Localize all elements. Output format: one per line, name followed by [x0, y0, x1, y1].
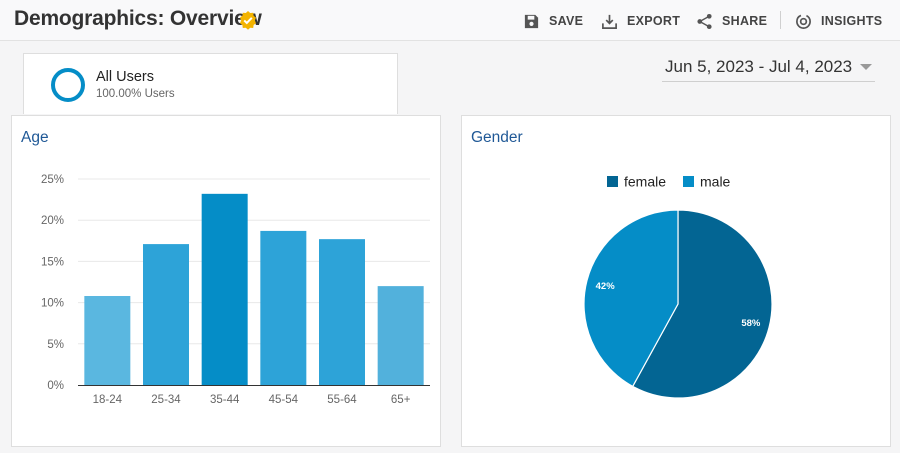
pie-slice-female[interactable] [631, 209, 773, 399]
gender-panel-title: Gender [471, 129, 523, 146]
report-header: Demographics: Overview SAVE EXPORT SHARE [0, 0, 900, 41]
y-tick-label: 15% [41, 256, 64, 268]
legend-label-female[interactable]: female [624, 174, 666, 190]
segment-card-all-users[interactable]: All Users 100.00% Users [23, 53, 398, 114]
pie-label-female: 58% [741, 318, 761, 329]
segment-percent: 100.00% Users [96, 88, 175, 100]
bar-65+[interactable] [377, 286, 424, 385]
y-tick-label: 5% [47, 339, 64, 351]
pie-slice-male[interactable] [583, 209, 679, 388]
toolbar-divider [780, 11, 781, 29]
bar-45-54[interactable] [260, 230, 307, 385]
age-panel-title: Age [21, 129, 49, 146]
insights-button[interactable]: INSIGHTS [795, 12, 882, 30]
insights-label: INSIGHTS [821, 14, 883, 28]
age-bar-chart: 0% 5% 10% 15% 20% 25% 18-24 25-34 35-44 45-54 55-6… [41, 174, 430, 406]
gender-panel: Gender female male 58% 42% [461, 115, 891, 447]
save-label: SAVE [549, 14, 584, 28]
bar-35-44[interactable] [201, 193, 248, 385]
share-icon [697, 13, 712, 29]
x-tick-label: 18-24 [93, 394, 123, 406]
page-title: Demographics: Overview [14, 7, 262, 30]
caret-down-icon [860, 64, 872, 70]
export-button[interactable]: EXPORT [601, 12, 680, 30]
date-range-picker[interactable]: Jun 5, 2023 - Jul 4, 2023 [662, 53, 875, 82]
insights-icon [796, 13, 811, 29]
x-tick-label: 65+ [391, 394, 411, 406]
verified-badge-icon [240, 11, 256, 30]
pie-label-male: 42% [596, 281, 616, 292]
x-tick-label: 35-44 [210, 394, 240, 406]
y-tick-label: 20% [41, 215, 64, 227]
segment-name: All Users [96, 69, 155, 85]
save-button[interactable]: SAVE [523, 12, 583, 30]
bar-55-64[interactable] [319, 239, 365, 385]
bar-18-24[interactable] [84, 296, 131, 385]
segment-ring-icon [51, 68, 85, 102]
x-tick-label: 55-64 [327, 394, 357, 406]
legend-swatch-male [683, 176, 694, 187]
age-panel: Age 0% 5% 10% 15% 20% 25% 18-24 25-34 35-44 45-54… [11, 115, 441, 447]
bar-25-34[interactable] [143, 244, 189, 385]
x-tick-label: 45-54 [269, 394, 299, 406]
share-label: SHARE [722, 14, 768, 28]
legend-swatch-female [607, 176, 618, 187]
export-label: EXPORT [627, 14, 681, 28]
share-button[interactable]: SHARE [696, 12, 767, 30]
save-icon [524, 14, 539, 28]
x-tick-label: 25-34 [151, 394, 181, 406]
legend-label-male[interactable]: male [700, 174, 731, 190]
export-icon [602, 14, 617, 29]
gender-pie-chart: female male 58% 42% [583, 174, 773, 399]
y-tick-label: 10% [41, 298, 64, 310]
y-tick-label: 0% [47, 380, 64, 392]
y-tick-label: 25% [41, 174, 64, 186]
date-range-text: Jun 5, 2023 - Jul 4, 2023 [665, 57, 853, 76]
